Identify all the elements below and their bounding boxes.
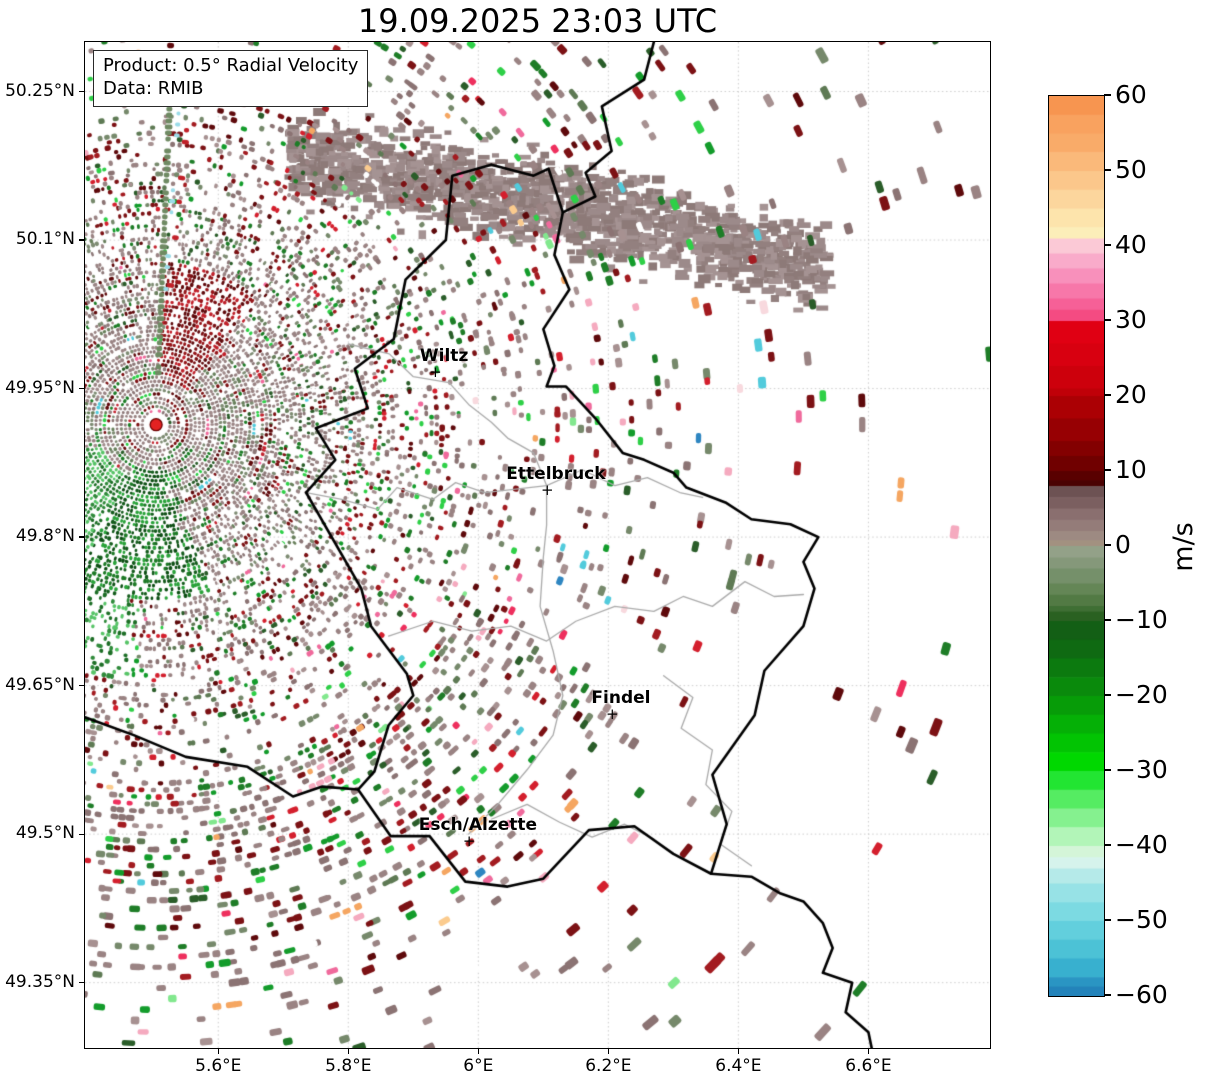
x-tick-label: 6.4°E <box>715 1056 762 1076</box>
city-label: Wiltz <box>419 345 469 366</box>
colorbar-tick-label: 40 <box>1115 230 1147 259</box>
data-source-line: Data: RMIB <box>103 78 204 100</box>
colorbar-tick-mark <box>1104 169 1111 171</box>
x-tick-mark <box>347 1049 349 1054</box>
x-tick-label: 6.6°E <box>845 1056 892 1076</box>
map-plot-area: Product: 0.5° Radial Velocity Data: RMIB… <box>85 42 990 1048</box>
city-marker: + <box>605 705 619 724</box>
colorbar-tick-label: 50 <box>1115 155 1147 184</box>
x-tick-mark <box>737 1049 739 1054</box>
x-tick-mark <box>217 1049 219 1054</box>
x-tick-label: 5.8°E <box>325 1056 372 1076</box>
product-info-line: Product: 0.5° Radial Velocity <box>103 55 359 76</box>
colorbar-tick-label: 60 <box>1115 80 1147 109</box>
city-marker: + <box>540 480 554 499</box>
x-tick-mark <box>607 1049 609 1054</box>
y-tick-label: 49.65°N <box>5 674 75 695</box>
x-tick-mark <box>477 1049 479 1054</box>
city-marker: + <box>429 362 442 381</box>
y-tick-label: 49.5°N <box>15 823 75 844</box>
y-tick-mark <box>79 982 84 984</box>
colorbar-tick-mark <box>1104 94 1111 96</box>
y-tick-label: 50.25°N <box>5 80 75 101</box>
colorbar-tick-mark <box>1104 244 1111 246</box>
colorbar-tick-label: 20 <box>1115 380 1147 409</box>
colorbar-tick-mark <box>1104 469 1111 471</box>
colorbar-tick-label: −20 <box>1115 680 1168 709</box>
colorbar-tick-mark <box>1104 619 1111 621</box>
y-tick-mark <box>79 685 84 687</box>
colorbar-tick-mark <box>1104 319 1111 321</box>
colorbar-tick-mark <box>1104 844 1111 846</box>
y-tick-mark <box>79 833 84 835</box>
y-tick-mark <box>79 90 84 93</box>
colorbar <box>1048 95 1105 997</box>
colorbar-tick-label: 10 <box>1115 455 1147 484</box>
radar-echo-canvas <box>85 42 990 1048</box>
colorbar-tick-mark <box>1104 994 1111 996</box>
colorbar-canvas <box>1049 96 1104 996</box>
city-marker: + <box>462 832 476 851</box>
colorbar-tick-mark <box>1104 769 1111 771</box>
y-tick-mark <box>79 536 84 538</box>
colorbar-tick-mark <box>1104 544 1111 546</box>
city-label-layer: + Wiltz + Ettelbruck + Findel + Esch/Alzette <box>85 42 990 1048</box>
x-tick-label: 6°E <box>463 1056 494 1076</box>
colorbar-tick-label: 30 <box>1115 305 1147 334</box>
colorbar-unit-label: m/s <box>1168 522 1199 572</box>
x-tick-label: 5.6°E <box>195 1056 242 1076</box>
colorbar-tick-label: −60 <box>1115 980 1168 1009</box>
x-tick-label: 6.2°E <box>585 1056 632 1076</box>
city-label: Esch/Alzette <box>418 815 538 836</box>
y-tick-label: 49.8°N <box>15 526 75 547</box>
colorbar-tick-mark <box>1104 919 1111 921</box>
city-label: Findel <box>591 688 651 709</box>
y-tick-label: 49.95°N <box>5 377 75 398</box>
figure-title: 19.09.2025 23:03 UTC <box>357 2 718 40</box>
colorbar-tick-label: −40 <box>1115 830 1168 859</box>
y-tick-label: 49.35°N <box>5 971 75 992</box>
y-tick-mark <box>79 239 84 241</box>
colorbar-tick-label: −30 <box>1115 755 1168 784</box>
colorbar-tick-label: −10 <box>1115 605 1168 634</box>
product-info-box: Product: 0.5° Radial Velocity Data: RMIB <box>93 50 369 107</box>
city-label: Ettelbruck <box>506 463 606 484</box>
y-tick-mark <box>79 387 84 390</box>
y-tick-label: 50.1°N <box>15 229 75 250</box>
colorbar-tick-mark <box>1104 694 1111 696</box>
colorbar-tick-label: −50 <box>1115 905 1168 934</box>
colorbar-tick-mark <box>1104 394 1111 396</box>
x-tick-mark <box>867 1049 869 1054</box>
